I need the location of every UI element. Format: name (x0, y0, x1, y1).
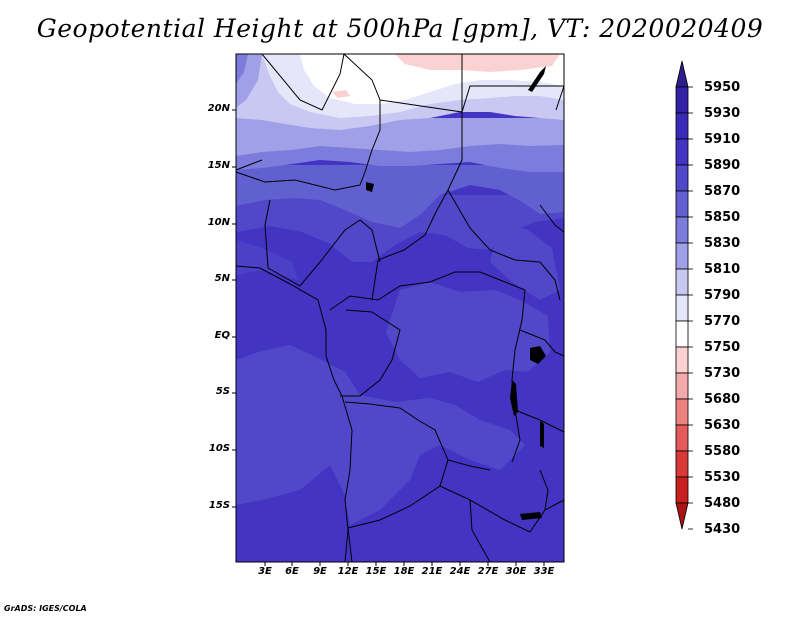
colorbar-box-5530 (675, 476, 689, 504)
axis-ticks (232, 109, 545, 566)
colorbar-label-5680: 5680 (704, 392, 741, 407)
colorbar-label-5580: 5580 (704, 444, 741, 459)
colorbar-label-5770: 5770 (704, 314, 741, 329)
contour-5750-spot (332, 90, 350, 98)
colorbar-box-5730 (675, 372, 689, 400)
contour-5850-nw (236, 54, 248, 84)
colorbar-label-5630: 5630 (704, 418, 741, 433)
contour-5890-north (236, 195, 564, 262)
border-mali-niger (235, 159, 263, 171)
lake-chad (366, 182, 374, 192)
colorbar-label-5530: 5530 (704, 470, 741, 485)
lon-label-3E: 3E (258, 566, 272, 577)
figure-title: Geopotential Height at 500hPa [gpm], VT:… (36, 14, 764, 43)
contour-5850 (236, 140, 564, 172)
colorbar-label-5890: 5890 (704, 158, 741, 173)
colorbar-label-5790: 5790 (704, 288, 741, 303)
lon-label-33E: 33E (533, 566, 555, 577)
colorbar-label-5850: 5850 (704, 210, 741, 225)
border-sudan-southsudan (447, 189, 561, 301)
border-libya-chad (343, 53, 381, 186)
lon-label-15E: 15E (365, 566, 387, 577)
lat-label-EQ: EQ (214, 330, 230, 341)
lon-label-30E: 30E (505, 566, 527, 577)
lat-label-15N: 15N (207, 160, 230, 171)
colorbar-label-5950: 5950 (704, 80, 741, 95)
border-ethiopia (539, 204, 565, 233)
colorbar-label-5430: 5430 (704, 522, 741, 537)
lake-victoria (530, 346, 546, 364)
contour-5890-sw (236, 345, 525, 525)
lon-label-6E: 6E (285, 566, 299, 577)
colorbar-cap-bottom (675, 502, 689, 530)
lon-label-9E: 9E (313, 566, 327, 577)
colorbar-box-5950 (675, 86, 689, 114)
border-drc-angola (344, 401, 491, 471)
lon-label-21E: 21E (421, 566, 443, 577)
coastline-east (555, 85, 565, 111)
contour-5750 (395, 54, 560, 72)
border-botswana (347, 527, 353, 563)
colorbar-label-5480: 5480 (704, 496, 741, 511)
lon-label-12E: 12E (337, 566, 359, 577)
lon-label-27E: 27E (477, 566, 499, 577)
coastline-westafrica (235, 265, 353, 563)
colorbar-box-5770 (675, 320, 689, 348)
colorbar-box-5790 (675, 294, 689, 322)
lat-label-15S: 15S (208, 500, 230, 511)
colorbar-label-5830: 5830 (704, 236, 741, 251)
colorbar (675, 60, 693, 530)
colorbar-box-5680 (675, 398, 689, 426)
colorbar-box-5930 (675, 112, 689, 140)
lon-label-18E: 18E (393, 566, 415, 577)
colorbar-cap-top (675, 60, 689, 88)
colorbar-label-5870: 5870 (704, 184, 741, 199)
lake-malawi (540, 420, 544, 448)
contour-5870 (236, 165, 564, 228)
colorbar-box-5580 (675, 450, 689, 478)
border-angola-zambia (347, 459, 449, 529)
lat-label-10S: 10S (208, 443, 230, 454)
border-zambia-south (439, 485, 531, 533)
colorbar-label-5910: 5910 (704, 132, 741, 147)
colorbar-label-5750: 5750 (704, 340, 741, 355)
contour-fill (236, 54, 564, 525)
credit-text: GrADS: IGES/COLA (4, 604, 87, 613)
lat-label-5N: 5N (214, 273, 230, 284)
lat-label-20N: 20N (207, 103, 230, 114)
border-car-drc (371, 259, 379, 301)
red-sea-coast (528, 66, 546, 92)
border-nigeria-cameroon (264, 199, 381, 287)
colorbar-label-5810: 5810 (704, 262, 741, 277)
colorbar-box-5830 (675, 242, 689, 270)
lon-label-24E: 24E (449, 566, 471, 577)
border-sudan-chad (377, 112, 463, 261)
border-drc-congo (340, 309, 401, 397)
lat-label-10N: 10N (207, 217, 230, 228)
border-uganda-kenya (519, 329, 565, 357)
contour-5890-east (490, 220, 560, 300)
map-frame (235, 53, 565, 563)
colorbar-box-5870 (675, 190, 689, 218)
border-niger-nigeria (235, 171, 361, 191)
lakes (366, 66, 546, 520)
colorbar-box-5910 (675, 138, 689, 166)
colorbar-label-5730: 5730 (704, 366, 741, 381)
border-zimbabwe (469, 499, 491, 563)
lat-label-5S: 5S (215, 386, 230, 397)
border-malawi (539, 469, 549, 511)
colorbar-label-5930: 5930 (704, 106, 741, 121)
contour-5890-center (386, 282, 550, 382)
colorbar-box-5850 (675, 216, 689, 244)
colorbar-box-5810 (675, 268, 689, 296)
lake-kariba (520, 512, 542, 520)
border-cameroon-car (329, 271, 526, 311)
colorbar-box-5750 (675, 346, 689, 374)
lake-tanganyika (510, 380, 518, 416)
colorbar-box-5890 (675, 164, 689, 192)
colorbar-box-5630 (675, 424, 689, 452)
